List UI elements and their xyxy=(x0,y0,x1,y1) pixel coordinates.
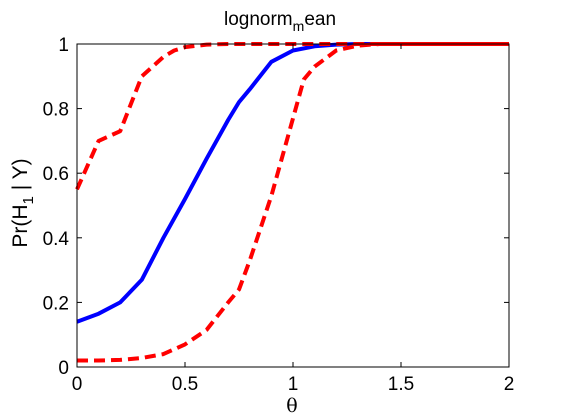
y-axis-label: Pr(H1 | Y) xyxy=(9,158,37,247)
x-tick-label: 0.5 xyxy=(172,374,198,395)
x-tick-label: 2 xyxy=(504,374,515,395)
y-tick-label: 0.8 xyxy=(43,100,69,121)
y-axis-label-pre: Pr(H xyxy=(9,204,32,247)
y-axis-label-subscript: 1 xyxy=(20,196,37,204)
x-axis-label: θ xyxy=(286,395,297,417)
y-tick-label: 0.6 xyxy=(43,164,69,185)
chart-title-rest: ean xyxy=(304,9,336,30)
y-tick-label: 0.2 xyxy=(43,293,69,314)
y-tick-label: 0.4 xyxy=(43,229,70,250)
y-tick-label: 1 xyxy=(58,35,69,56)
y-tick-label: 0 xyxy=(58,358,69,379)
series-line-3 xyxy=(77,42,509,363)
chart-title-main: lognorm xyxy=(224,9,293,30)
x-tick-label: 1 xyxy=(288,374,299,395)
chart-title: lognormmean xyxy=(224,9,336,34)
chart-title-subscript: m xyxy=(293,18,305,34)
plot-area xyxy=(77,44,509,367)
x-tick-label: 0 xyxy=(72,374,83,395)
x-tick-label: 1.5 xyxy=(388,374,414,395)
y-axis-label-post: | Y) xyxy=(9,158,32,196)
axes-layer: 0 0.5 1 1.5 2 0 0.2 0.4 0.6 0.8 1 xyxy=(43,35,515,395)
